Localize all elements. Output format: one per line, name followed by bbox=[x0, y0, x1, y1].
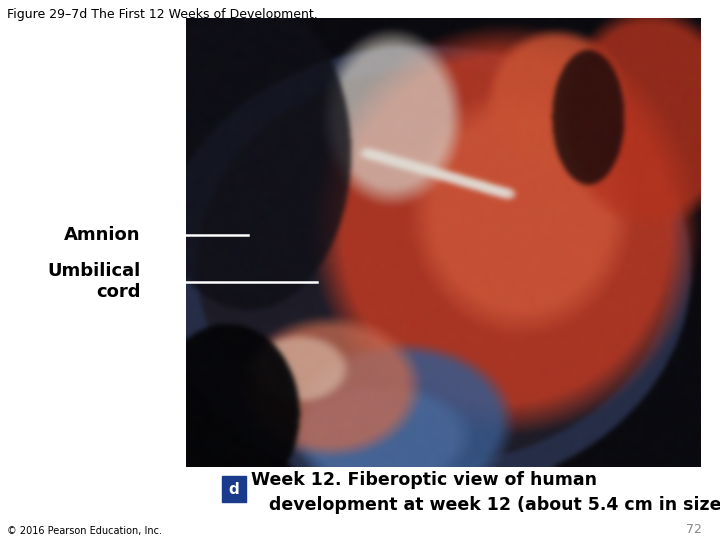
Text: Figure 29–7d The First 12 Weeks of Development.: Figure 29–7d The First 12 Weeks of Devel… bbox=[7, 8, 318, 21]
Text: Amnion: Amnion bbox=[64, 226, 140, 244]
Text: d: d bbox=[228, 482, 239, 497]
Text: Week 12. Fiberoptic view of human: Week 12. Fiberoptic view of human bbox=[251, 471, 597, 489]
Text: © 2016 Pearson Education, Inc.: © 2016 Pearson Education, Inc. bbox=[7, 525, 162, 536]
Bar bbox=[222, 476, 246, 502]
Text: development at week 12 (about 5.4 cm in size).: development at week 12 (about 5.4 cm in … bbox=[251, 496, 720, 514]
Text: 72: 72 bbox=[686, 523, 702, 536]
Text: Umbilical
cord: Umbilical cord bbox=[47, 262, 140, 301]
